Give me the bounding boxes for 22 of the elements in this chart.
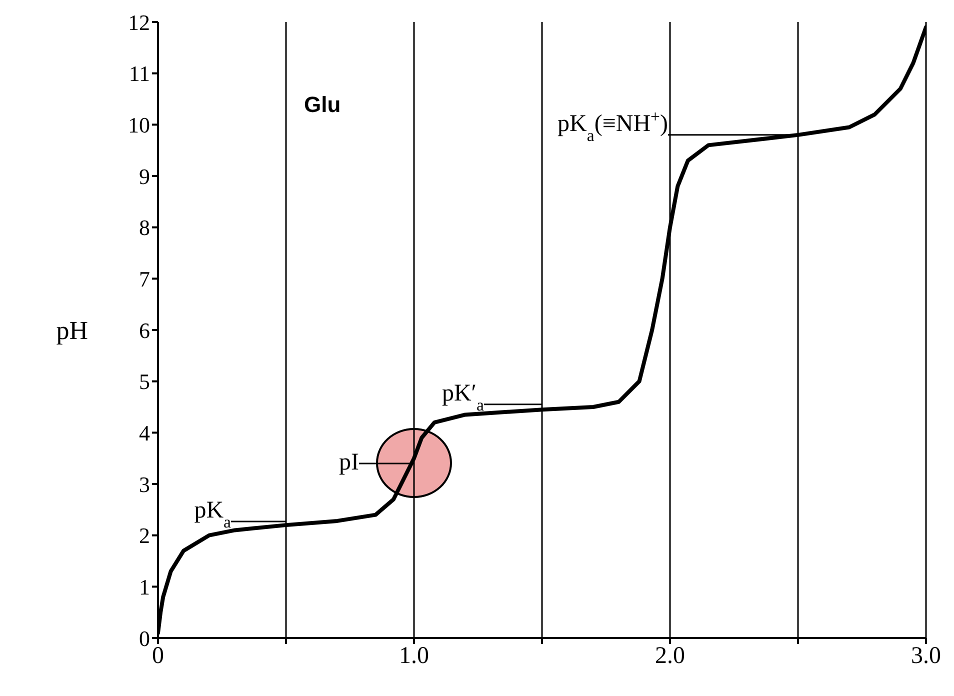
y-tick-label: 3 [139,472,150,497]
y-tick-label: 11 [128,61,150,86]
x-tick-label: 1.0 [399,643,429,670]
annotation: pK′$_{a}$ [442,380,485,414]
y-tick-label: 2 [139,523,150,548]
y-axis-title: pH [56,316,88,346]
y-tick-label: 7 [139,266,150,292]
annotation: pK$_{a}$(≡NH$^{+}$) [558,106,668,144]
y-tick-label: 5 [139,369,150,394]
annotation: pK$_{a}$ [194,497,232,531]
annotation: pI [339,449,359,476]
x-tick-label: 3.0 [911,643,941,670]
y-tick-label: 6 [139,318,150,343]
y-tick-label: 8 [139,215,150,240]
y-tick-label: 12 [128,10,150,35]
y-tick-label: 0 [139,626,150,651]
y-tick-label: 10 [128,112,150,138]
y-tick-label: 4 [139,420,150,446]
y-tick-label: 9 [139,164,150,189]
x-tick-label: 2.0 [655,643,685,670]
text: Glu [304,92,341,118]
y-tick-label: 1 [139,574,150,600]
